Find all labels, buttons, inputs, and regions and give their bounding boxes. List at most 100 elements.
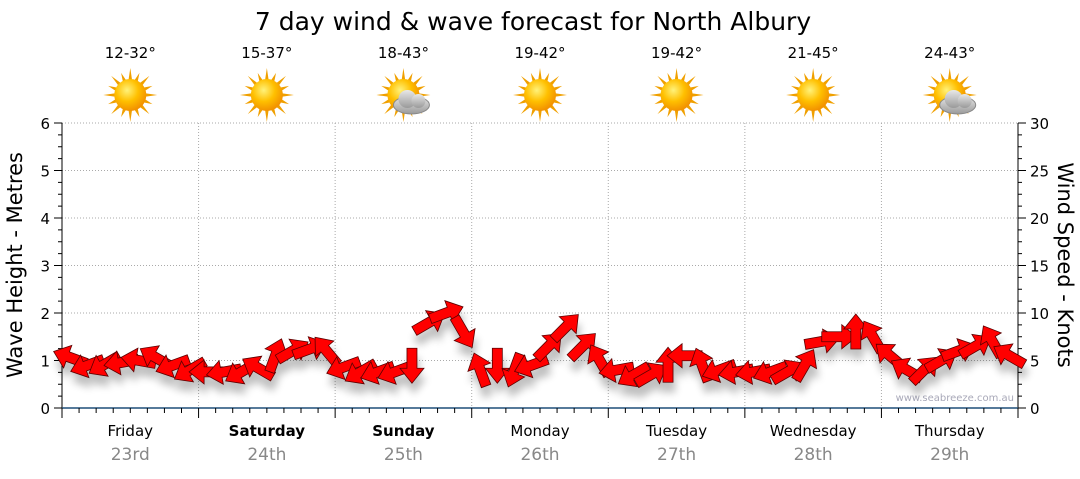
day-labels: Friday 23rd 12-32° Saturday 24th 15-37° Sunday… (105, 44, 985, 465)
sun-disc (114, 79, 147, 111)
sun-ray (517, 85, 527, 91)
sun-ray (265, 109, 269, 122)
wind-arrow (449, 314, 476, 349)
wind-arrow (598, 357, 635, 384)
chart-title: 7 day wind & wave forecast for North Alb… (255, 7, 811, 36)
y2-tick-label: 30 (1030, 115, 1049, 133)
sun-cloud-icon (376, 68, 431, 122)
sun-ray (381, 85, 391, 91)
sun-ray (143, 99, 153, 105)
sun-ray (111, 75, 122, 86)
sun-ray (790, 99, 801, 105)
sun-ray (244, 85, 254, 91)
y-tick-label: 1 (40, 353, 50, 371)
wind-arrow (188, 359, 225, 385)
wind-arrow (532, 333, 562, 363)
sun-ray (279, 99, 290, 105)
cloud-part (411, 94, 426, 108)
sun-ray (384, 75, 395, 86)
day-name: Sunday (372, 422, 435, 440)
sun-ray (407, 72, 413, 82)
wind-arrow (173, 356, 208, 383)
wind-arrow (155, 354, 192, 379)
sun-ray (128, 68, 133, 81)
day-temperature: 19-42° (514, 44, 565, 62)
wind-arrows (53, 300, 1028, 389)
y-tick-label: 0 (40, 400, 50, 418)
sun-ray (270, 108, 277, 118)
day-date: 29th (930, 445, 969, 465)
sun-ray (930, 104, 941, 115)
y2-axis-label: Wind Speed - Knots (1053, 162, 1077, 367)
sun-ray (239, 93, 252, 97)
sun-ray (384, 104, 395, 115)
sun-ray (376, 93, 389, 97)
sun-icon (513, 68, 567, 122)
sun-ray (817, 108, 823, 118)
sun-disc (524, 79, 556, 111)
sun-disc (660, 79, 693, 111)
sun-ray (689, 99, 699, 105)
y-tick-label: 6 (40, 115, 50, 133)
sun-ray (953, 72, 959, 82)
y2-tick-label: 20 (1030, 210, 1049, 228)
sun-ray (108, 85, 118, 91)
day-date: 25th (384, 445, 423, 465)
day-temperature: 18-43° (378, 44, 429, 62)
sun-ray (549, 75, 560, 86)
sun-ray (121, 72, 127, 82)
sun-ray (940, 72, 946, 82)
sun-ray (247, 75, 258, 86)
sun-ray (513, 93, 526, 97)
watermark: www.seabreeze.com.au (896, 393, 1014, 404)
day-date: 24th (247, 445, 286, 465)
sun-ray (828, 93, 841, 97)
day-name: Saturday (229, 422, 306, 440)
sun-icon (103, 68, 158, 122)
sun-ray (962, 85, 972, 91)
wind-arrow (377, 360, 414, 385)
y-tick-label: 4 (40, 210, 50, 228)
sun-disc (797, 79, 830, 111)
sun-ray (654, 99, 664, 105)
sun-disc (250, 79, 283, 111)
sun-ray (654, 85, 664, 91)
sun-ray (811, 109, 815, 122)
sun-ray (794, 104, 804, 115)
sun-ray (790, 85, 801, 91)
sun-ray (667, 72, 673, 82)
sun-ray (265, 68, 269, 81)
day-date: 26th (520, 445, 559, 465)
sun-ray (538, 68, 542, 81)
sun-ray (401, 68, 406, 81)
sun-ray (276, 75, 286, 86)
day-name: Wednesday (770, 422, 857, 440)
day-temperature: 19-42° (651, 44, 702, 62)
sun-ray (680, 108, 686, 118)
sun-ray (257, 108, 263, 118)
y2-tick-label: 25 (1030, 163, 1049, 181)
y-tick-label: 2 (40, 305, 50, 323)
sun-ray (553, 99, 563, 105)
sun-ray (279, 85, 290, 91)
sun-ray (247, 104, 258, 115)
wind-arrow (617, 361, 652, 388)
day-date: 27th (657, 445, 696, 465)
sun-icon (239, 68, 294, 122)
day-temperature: 21-45° (788, 44, 839, 62)
sun-ray (927, 85, 937, 91)
sun-ray (822, 104, 833, 115)
sun-ray (958, 75, 969, 86)
sun-ray (244, 99, 254, 105)
sun-ray (544, 72, 550, 82)
wind-arrow (821, 323, 858, 350)
day-name: Monday (510, 422, 569, 440)
wind-arrow (467, 352, 492, 389)
day-date: 23rd (111, 445, 150, 465)
sun-ray (270, 72, 277, 82)
day-name: Friday (108, 422, 154, 440)
sun-ray (517, 99, 527, 105)
sun-ray (143, 85, 153, 91)
wind-arrow (549, 314, 579, 344)
